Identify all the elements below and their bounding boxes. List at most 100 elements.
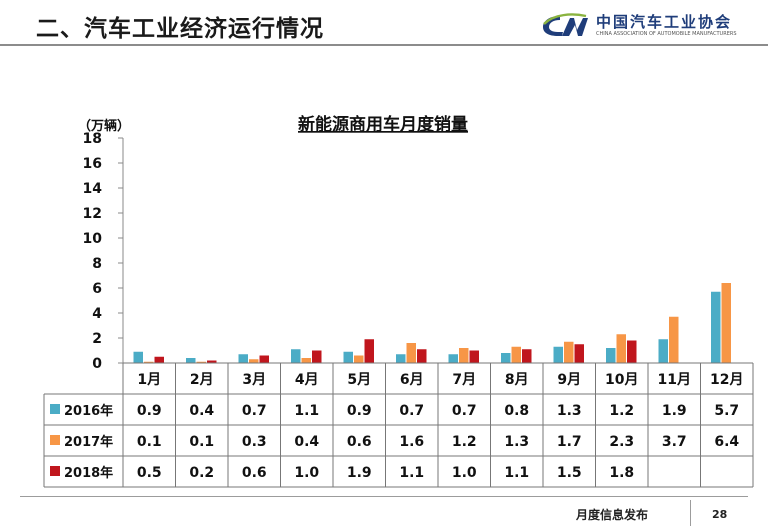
y-tick-label: 12 [83,206,102,222]
y-tick-label: 6 [92,281,102,297]
footer-label: 月度信息发布 [576,508,649,522]
bar-2016年 [186,358,196,363]
x-category-label: 8月 [505,372,529,388]
table-value: 0.8 [504,403,529,419]
table-value: 0.4 [189,403,214,419]
table-value: 1.1 [399,465,424,481]
bar-2018年 [312,350,322,363]
page-title: 二、汽车工业经济运行情况 [36,16,324,42]
table-value: 2.3 [609,434,634,450]
bar-2016年 [606,348,616,363]
table-value: 0.5 [137,465,162,481]
bar-2016年 [291,349,301,363]
y-tick-label: 14 [83,181,103,197]
bar-2018年 [522,349,532,363]
chart-title: 新能源商用车月度销量 [298,114,468,135]
logo-name: 中国汽车工业协会 [596,13,733,31]
bar-2018年 [364,339,374,363]
y-tick-label: 0 [92,356,102,372]
table-value: 0.9 [347,403,372,419]
table-value: 0.1 [189,434,214,450]
table-value: 0.6 [347,434,372,450]
bar-2016年 [238,354,248,363]
table-value: 0.7 [242,403,267,419]
slide-header: 二、汽车工业经济运行情况 中国汽车工业协会 CHINA ASSOCIATION … [0,0,768,46]
bar-2017年 [406,343,416,363]
table-value: 1.3 [557,403,582,419]
x-category-label: 2月 [190,372,214,388]
bar-2018年 [574,344,584,363]
table-value: 0.3 [242,434,267,450]
legend-label-2017年: 2017年 [64,434,113,450]
table-value: 1.5 [557,465,582,481]
bar-2016年 [501,353,511,363]
bar-2017年 [354,355,364,363]
x-category-label: 7月 [452,372,476,388]
bar-2016年 [658,339,668,363]
table-value: 1.2 [452,434,477,450]
bar-2017年 [616,334,626,363]
footer-divider [20,496,748,497]
x-category-label: 4月 [295,372,319,388]
table-value: 0.6 [242,465,267,481]
table-value: 1.6 [399,434,424,450]
bar-2017年 [511,346,521,363]
bar-2018年 [259,355,269,363]
legend-swatch-2016年 [50,404,60,414]
table-value: 0.9 [137,403,162,419]
bar-2017年 [301,358,311,363]
x-category-label: 5月 [347,372,371,388]
header-divider [0,44,768,46]
table-value: 1.0 [452,465,477,481]
bar-2017年 [721,283,731,363]
y-tick-label: 8 [92,256,102,272]
bar-2016年 [448,354,458,363]
bar-2018年 [417,349,427,363]
x-category-label: 9月 [557,372,581,388]
bar-2016年 [133,351,143,363]
table-value: 1.3 [504,434,529,450]
bar-2018年 [154,356,164,363]
bar-2017年 [564,341,574,363]
y-tick-label: 18 [83,131,102,147]
bar-2017年 [196,361,206,363]
x-category-label: 10月 [605,372,638,388]
bar-2017年 [669,316,679,363]
table-value: 0.2 [189,465,214,481]
legend-label-2018年: 2018年 [64,465,113,481]
y-tick-label: 16 [83,156,102,172]
table-value: 6.4 [714,434,739,450]
bar-2017年 [459,348,469,363]
x-category-label: 12月 [710,372,743,388]
x-category-label: 11月 [658,372,691,388]
y-axis-unit-label: （万辆） [78,118,130,134]
table-value: 1.7 [557,434,582,450]
bar-2017年 [249,359,259,363]
table-value: 0.1 [137,434,162,450]
bar-2016年 [396,354,406,363]
y-tick-label: 10 [83,231,103,247]
y-tick-label: 2 [92,331,102,347]
x-category-label: 3月 [242,372,266,388]
table-value: 1.8 [609,465,634,481]
page-number: 28 [712,508,728,521]
footer-separator [690,500,691,526]
y-tick-label: 4 [92,306,102,322]
legend-swatch-2018年 [50,466,60,476]
table-value: 0.4 [294,434,319,450]
table-value: 1.2 [609,403,634,419]
legend-swatch-2017年 [50,435,60,445]
table-value: 1.9 [347,465,372,481]
legend-label-2016年: 2016年 [64,403,113,419]
x-category-label: 1月 [137,372,161,388]
table-value: 1.9 [662,403,687,419]
caam-logo-icon [543,13,588,36]
table-value: 0.7 [399,403,424,419]
bar-2018年 [207,360,217,363]
logo-subtitle: CHINA ASSOCIATION OF AUTOMOBILE MANUFACT… [596,31,737,37]
table-value: 1.1 [504,465,529,481]
sales-chart: 新能源商用车月度销量 （万辆） 0 2 4 6 8 10 12 14 16 18 1月 2月 3月 4月 5月 6… [43,114,754,488]
table-value: 5.7 [714,403,739,419]
bar-2018年 [627,340,637,363]
x-category-label: 6月 [400,372,424,388]
